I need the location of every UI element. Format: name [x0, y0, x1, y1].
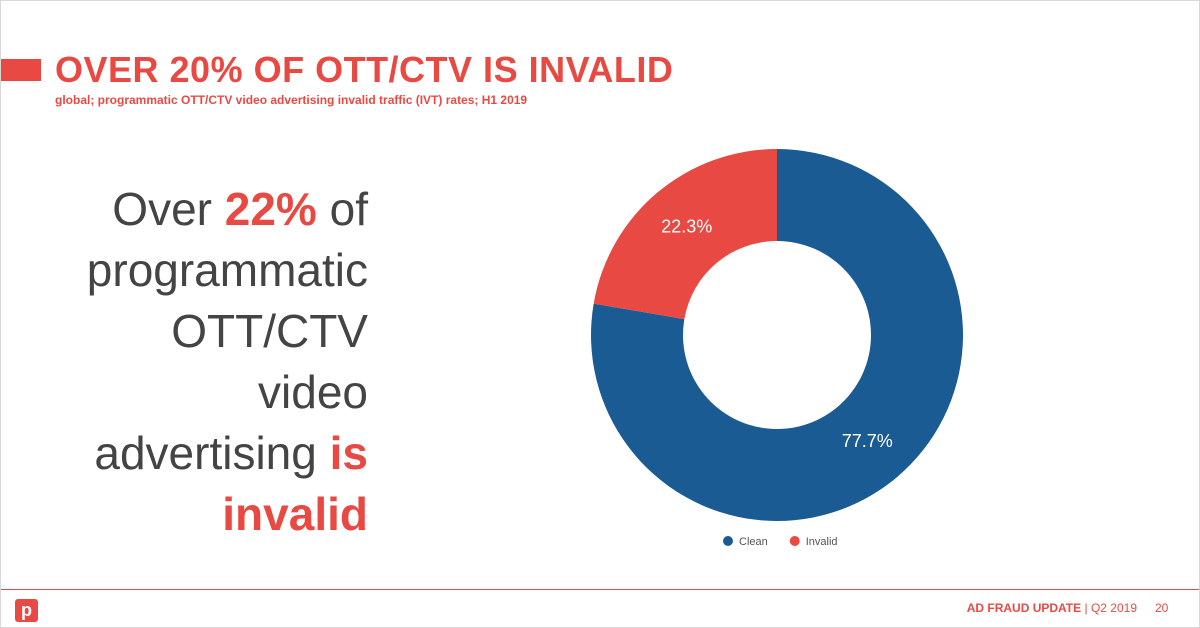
- callout-highlight: 22%: [224, 183, 317, 235]
- legend-label: Clean: [739, 536, 768, 548]
- slide-subtitle: global; programmatic OTT/CTV video adver…: [55, 93, 528, 107]
- slice: [593, 149, 777, 320]
- slice: [590, 149, 963, 521]
- footer: AD FRAUD UPDATE | Q2 2019: [967, 601, 1137, 615]
- chart: 77.7% 22.3% Clean Invalid: [590, 149, 963, 548]
- footer-line: [1, 589, 1199, 590]
- legend-label: Invalid: [806, 536, 838, 548]
- callout: Over 22% of programmatic OTT/CTV video a…: [56, 179, 368, 545]
- footer-period: | Q2 2019: [1084, 601, 1138, 615]
- footer-brand: AD FRAUD UPDATE: [966, 601, 1082, 615]
- logo: p: [15, 599, 38, 622]
- slide-title: OVER 20% OF OTT/CTV IS INVALID: [55, 49, 674, 90]
- value-label: 77.7%: [842, 431, 893, 451]
- callout-highlight: is invalid: [222, 427, 368, 540]
- callout-text: Over: [112, 183, 212, 235]
- legend-marker: [789, 536, 800, 546]
- title-bar: [1, 59, 41, 81]
- callout-text: of programmatic OTT/CTV video advertisin…: [86, 183, 368, 479]
- value-label: 22.3%: [661, 217, 712, 237]
- legend-marker: [723, 536, 733, 546]
- page-number: 20: [1155, 601, 1169, 615]
